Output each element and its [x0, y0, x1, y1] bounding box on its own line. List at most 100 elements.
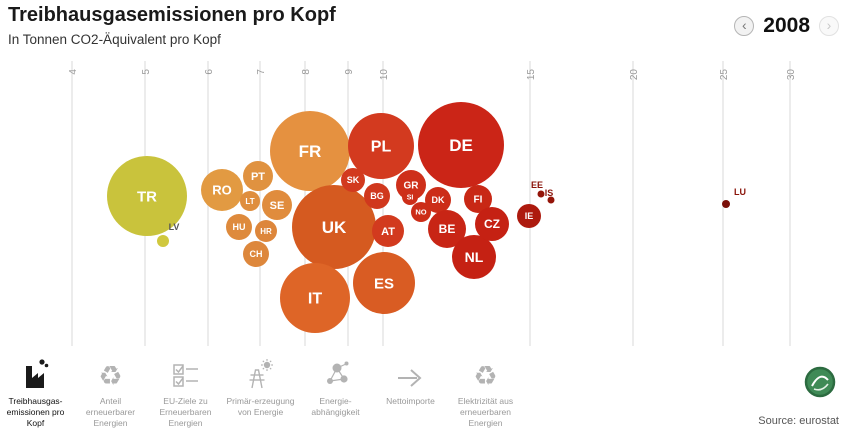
x-tick-label: 10: [379, 69, 390, 81]
page-subtitle: In Tonnen CO2-Äquivalent pro Kopf: [8, 32, 221, 47]
bubble-label-pt: PT: [251, 171, 265, 183]
bubble-label-uk: UK: [322, 218, 347, 237]
bubble-hu[interactable]: [226, 214, 252, 240]
bubble-tr[interactable]: [107, 156, 187, 236]
bubble-bg[interactable]: [364, 183, 390, 209]
bubble-label-cz: CZ: [484, 217, 500, 231]
x-tick-label: 30: [786, 69, 797, 81]
bubble-lt[interactable]: [240, 191, 260, 211]
year-label: 2008: [763, 14, 810, 37]
recycle-electricity-icon: ♻: [473, 361, 498, 391]
bubble-label-gr: GR: [404, 181, 420, 192]
bubble-de[interactable]: [418, 102, 504, 188]
year-navigation: ‹ 2008 ›: [734, 14, 839, 38]
bubble-label-fi: FI: [474, 195, 483, 206]
bubble-se[interactable]: [262, 190, 292, 220]
footer: Treibhausgas- emissionen pro Kopf ♻ Anteil…: [0, 352, 847, 433]
bubble-fr[interactable]: [270, 111, 350, 191]
bubble-label-ch: CH: [250, 249, 263, 259]
bubble-label-ie: IE: [525, 211, 534, 221]
bubble-es[interactable]: [353, 252, 415, 314]
bubble-label-tr: TR: [137, 188, 157, 205]
nav-item-power-plant[interactable]: Primär-erzeugung von Energie: [223, 354, 298, 429]
bubble-ch[interactable]: [243, 241, 269, 267]
next-year-button[interactable]: ›: [819, 16, 839, 36]
nav-item-recycle-electricity[interactable]: ♻ Elektrizität aus erneuerbaren Energien: [448, 354, 523, 429]
bubble-label-be: BE: [439, 222, 456, 236]
bubble-label-se: SE: [270, 200, 285, 212]
bubble-ie[interactable]: [517, 204, 541, 228]
x-tick-label: 5: [141, 69, 152, 75]
bubble-label-lu: LU: [734, 187, 746, 197]
recycle-icon: ♻: [98, 361, 123, 391]
bubble-it[interactable]: [280, 263, 350, 333]
bubble-uk[interactable]: [292, 185, 376, 269]
power-plant-icon: [249, 359, 273, 389]
bubble-label-es: ES: [374, 275, 394, 292]
nav-item-label: Energie- abhängigkeit: [311, 396, 360, 418]
bubble-label-hr: HR: [260, 227, 272, 236]
x-tick-label: 7: [256, 69, 267, 75]
bubble-label-it: IT: [308, 291, 322, 308]
nav-item-recycle[interactable]: ♻ Anteil erneuerbarer Energien: [73, 354, 148, 429]
molecule-icon: [326, 361, 348, 384]
x-tick-label: 8: [301, 69, 312, 75]
bubble-label-is: IS: [545, 188, 554, 198]
bubble-label-no: NO: [415, 208, 426, 217]
nav-item-molecule[interactable]: Energie- abhängigkeit: [298, 354, 373, 429]
nav-item-factory[interactable]: Treibhausgas- emissionen pro Kopf: [0, 354, 73, 429]
bubble-no[interactable]: [411, 202, 431, 222]
nav-item-arrow-right[interactable]: Nettoimporte: [373, 354, 448, 429]
bubble-lv[interactable]: [157, 235, 169, 247]
bubble-label-bg: BG: [370, 191, 384, 201]
x-tick-label: 6: [204, 69, 215, 75]
bubble-label-at: AT: [381, 226, 395, 238]
bubble-ro[interactable]: [201, 169, 243, 211]
nav-item-label: Anteil erneuerbarer Energien: [85, 396, 136, 429]
bubble-fi[interactable]: [464, 185, 492, 213]
bubble-label-hu: HU: [233, 222, 246, 232]
nav-item-label: Treibhausgas- emissionen pro Kopf: [6, 396, 65, 429]
logo-icon: [804, 366, 836, 398]
chart-canvas: 4 5 6 7 8 9 10 15 20 25 30 TR FR UK IT ES PL DE RO PT LT SE HU…: [68, 61, 797, 346]
bubble-label-de: DE: [449, 136, 473, 155]
page-title: Treibhausgasemissionen pro Kopf: [8, 4, 336, 26]
bubble-be[interactable]: [428, 210, 466, 248]
bubble-label-ro: RO: [212, 183, 232, 198]
bubble-label-si: SI: [407, 194, 414, 201]
source-label: Source: eurostat: [758, 415, 839, 427]
bubble-pl[interactable]: [348, 113, 414, 179]
bubble-at[interactable]: [372, 215, 404, 247]
bubble-label-lt: LT: [245, 197, 254, 206]
bubble-is[interactable]: [547, 196, 555, 204]
eurostat-logo: [804, 366, 836, 398]
bubble-ee[interactable]: [537, 190, 545, 198]
bubble-label-pl: PL: [371, 139, 392, 156]
nav-item-label: Primär-erzeugung von Energie: [226, 396, 295, 418]
x-tick-label: 25: [719, 69, 730, 81]
bubble-lu[interactable]: [722, 200, 730, 208]
factory-icon: [25, 359, 48, 388]
checklist-icon: [172, 364, 198, 387]
prev-year-button[interactable]: ‹: [734, 16, 755, 36]
bubble-hr[interactable]: [255, 220, 277, 242]
x-tick-label: 20: [629, 69, 640, 81]
arrow-right-icon: [397, 369, 422, 387]
bubble-nl[interactable]: [452, 235, 496, 279]
x-tick-label: 9: [344, 69, 355, 75]
x-tick-label: 15: [526, 69, 537, 81]
bubble-dk[interactable]: [425, 187, 451, 213]
bubble-cz[interactable]: [475, 207, 509, 241]
bubble-sk[interactable]: [341, 168, 365, 192]
nav-item-checklist[interactable]: EU-Ziele zu Erneuerbaren Energien: [148, 354, 223, 429]
bubble-label-dk: DK: [432, 195, 445, 205]
bubble-pt[interactable]: [243, 161, 273, 191]
nav-item-label: Elektrizität aus erneuerbaren Energien: [457, 396, 514, 429]
nav-item-label: Nettoimporte: [386, 396, 435, 406]
bubble-si[interactable]: [402, 189, 418, 205]
bubble-label-sk: SK: [347, 175, 360, 185]
bubble-chart: 4 5 6 7 8 9 10 15 20 25 30 TR FR UK IT ES PL DE RO PT LT SE HU…: [0, 55, 847, 350]
bubble-label-lv: LV: [169, 222, 180, 232]
bubble-label-ee: EE: [531, 180, 543, 190]
bubble-label-fr: FR: [299, 142, 322, 161]
